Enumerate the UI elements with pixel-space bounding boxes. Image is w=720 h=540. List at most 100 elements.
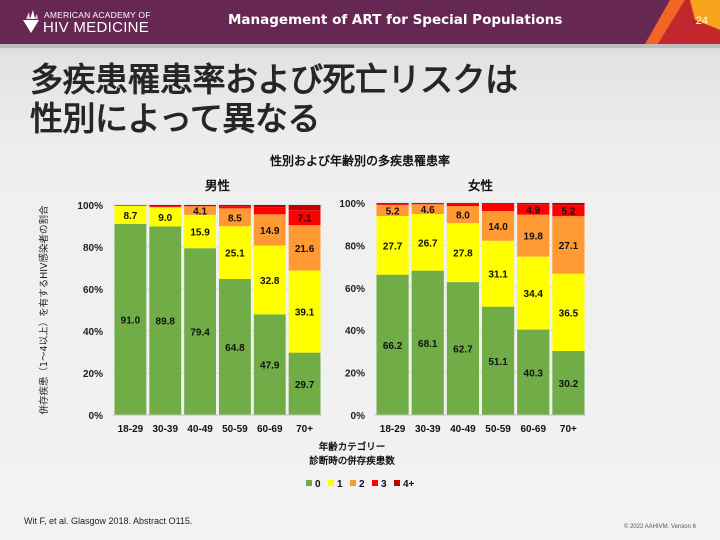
footer-copyright: © 2022 AAHIVM. Version 6: [623, 524, 696, 530]
y-tick-label: 40%: [345, 326, 365, 337]
data-label: 25.1: [225, 249, 245, 260]
legend-swatch-4plus: [394, 480, 400, 486]
x-tick-label: 60-69: [257, 424, 283, 435]
bar-segment-2: [149, 206, 182, 208]
data-label: 15.9: [190, 228, 210, 239]
y-tick-label: 60%: [345, 284, 365, 295]
bar-segment-3: [219, 206, 251, 209]
bar-segment-2: [288, 225, 321, 271]
slide-title-line-2: 性別によって異なる: [30, 99, 320, 138]
bar-segment-3: [184, 205, 216, 207]
y-tick-label: 100%: [339, 199, 365, 210]
y-tick-label: 20%: [345, 369, 365, 380]
x-axis-label-line-2: 診断時の併存疾患数: [309, 455, 395, 467]
legend-label: 2: [359, 479, 365, 490]
data-label: 4.6: [421, 205, 435, 216]
bar-segment-1: [376, 215, 409, 275]
data-label: 8.0: [456, 211, 470, 222]
bar-segment-3: [446, 203, 479, 207]
x-tick-label: 50-59: [222, 424, 248, 435]
bar-segment-0: [149, 226, 182, 415]
y-tick-label: 80%: [345, 241, 365, 252]
data-label: 62.7: [453, 345, 473, 356]
bar-segment-3: [376, 203, 409, 205]
data-label: 19.8: [524, 232, 544, 243]
y-tick-label: 60%: [83, 285, 103, 296]
chart-title: 性別および年齢別の多疾患罹患率: [269, 153, 450, 168]
bar-segment-0: [253, 314, 286, 415]
bar-segment-3: [114, 205, 147, 206]
bar-segment-1: [482, 240, 515, 307]
data-label: 40.3: [524, 368, 544, 379]
bar-segment-4plus: [288, 205, 321, 211]
bar-segment-1: [446, 223, 479, 283]
bar-segment-1: [517, 256, 550, 330]
bar-segment-1: [219, 226, 251, 279]
data-label: 5.2: [561, 207, 575, 218]
header-bar: AMERICAN ACADEMY OF HIV MEDICINE Managem…: [0, 0, 720, 44]
chart-legend: 0 1 2 3 4+: [306, 479, 415, 490]
data-label: 68.1: [418, 339, 438, 350]
bar-segment-1: [253, 245, 286, 315]
data-label: 31.1: [488, 270, 508, 281]
data-label: 91.0: [121, 315, 141, 326]
panel-title: 男性: [205, 178, 231, 193]
bar-segment-2: [446, 206, 479, 224]
bar-segment-2: [376, 204, 409, 216]
data-label: 9.0: [158, 213, 172, 224]
data-label: 29.7: [295, 380, 315, 391]
bar-segment-2: [184, 206, 216, 215]
bar-segment-2: [219, 208, 251, 227]
data-label: 66.2: [383, 341, 403, 352]
bar-segment-2: [552, 216, 585, 274]
panel-title: 女性: [468, 178, 494, 193]
data-label: 14.0: [488, 222, 508, 233]
bar-segment-0: [552, 350, 585, 415]
logo-flame-icon: [23, 10, 39, 33]
y-tick-label: 0%: [351, 411, 366, 422]
data-label: 32.8: [260, 276, 280, 287]
footer-citation: Wit F, et al. Glasgow 2018. Abstract O11…: [24, 516, 193, 526]
legend-swatch-1: [328, 480, 334, 486]
data-label: 4.9: [526, 205, 540, 216]
data-label: 7.1: [298, 214, 312, 225]
chart-panel-0: 男性 0% 20% 40% 60% 80% 100% 91.0 8.7 18-29 89.8 9.0 3…: [77, 178, 322, 435]
y-axis-label: 併存疾患（1〜4以上）を有するHIV感染者の割合: [38, 205, 50, 415]
data-label: 51.1: [488, 357, 508, 368]
data-label: 30.2: [559, 379, 579, 390]
bar-segment-0: [288, 352, 321, 415]
bar-segment-1: [184, 214, 216, 249]
data-label: 8.5: [228, 213, 242, 224]
data-label: 27.1: [559, 241, 579, 252]
data-label: 64.8: [225, 343, 245, 354]
legend-label: 0: [315, 479, 321, 490]
bar-segment-4plus: [184, 205, 216, 206]
x-tick-label: 30-39: [415, 424, 441, 435]
x-tick-label: 18-29: [380, 424, 406, 435]
x-axis-label-line-1: 年齢カテゴリー: [319, 441, 386, 453]
bar-segment-0: [376, 274, 409, 415]
y-tick-label: 20%: [83, 369, 103, 380]
y-tick-label: 40%: [83, 327, 103, 338]
bar-segment-2: [411, 204, 444, 215]
bar-segment-3: [253, 207, 286, 215]
x-tick-label: 40-49: [187, 424, 213, 435]
bar-segment-0: [411, 270, 444, 415]
data-label: 14.9: [260, 226, 280, 237]
bar-segment-4plus: [149, 205, 182, 206]
slide-title: 多疾患罹患率および死亡リスクは 性別によって異なる: [30, 60, 518, 138]
x-tick-label: 40-49: [450, 424, 476, 435]
logo-bottom-text: HIV MEDICINE: [43, 19, 150, 36]
header-divider: [0, 44, 720, 48]
data-label: 26.7: [418, 238, 438, 249]
data-label: 27.8: [453, 249, 473, 260]
bar-segment-4plus: [552, 203, 585, 206]
legend-label: 3: [381, 479, 387, 490]
x-tick-label: 18-29: [118, 424, 144, 435]
chart-panel-1: 女性 0% 20% 40% 60% 80% 100% 66.2 27.7 5.2 18-29 68.1…: [339, 178, 586, 435]
x-tick-label: 70+: [296, 424, 313, 435]
bar-segment-0: [184, 248, 216, 415]
x-tick-label: 70+: [560, 424, 577, 435]
bar-segment-2: [253, 214, 286, 246]
